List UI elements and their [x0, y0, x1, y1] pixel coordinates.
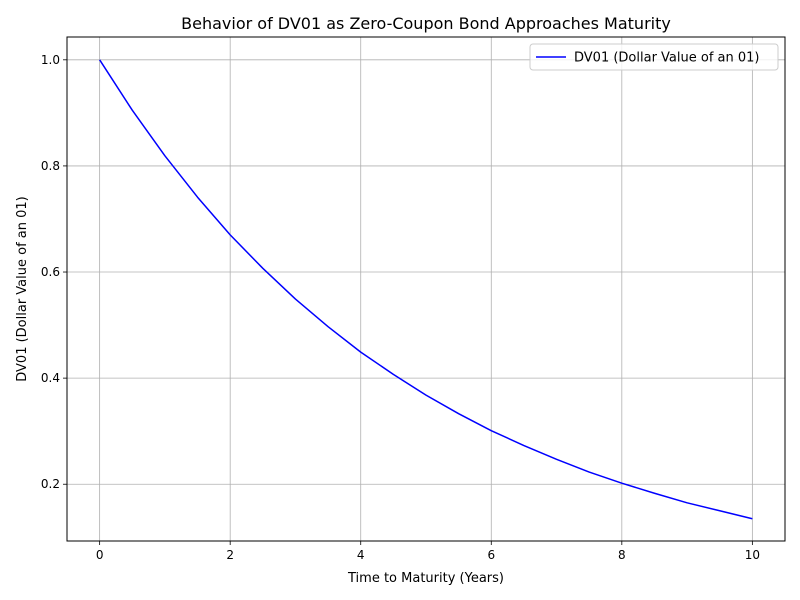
plot-series [99, 59, 753, 520]
x-tick-label: 0 [96, 548, 104, 562]
plot-frame [66, 36, 786, 542]
y-axis-ticks: 0.2 0.4 0.6 0.8 1.0 [41, 53, 67, 491]
x-tick-label: 10 [745, 548, 760, 562]
y-axis-label: DV01 (Dollar Value of an 01) [15, 196, 30, 382]
x-tick-label: 2 [226, 548, 234, 562]
legend: DV01 (Dollar Value of an 01) [529, 43, 779, 71]
y-tick-label: 0.6 [41, 265, 60, 279]
legend-label: DV01 (Dollar Value of an 01) [574, 51, 760, 66]
x-tick-label: 6 [487, 548, 495, 562]
dv01-series-line [99, 59, 753, 520]
legend-box [529, 43, 779, 71]
x-axis-ticks: 0 2 4 6 8 10 [96, 541, 760, 562]
y-tick-label: 0.8 [41, 159, 60, 173]
x-axis-label: Time to Maturity (Years) [347, 571, 504, 586]
x-tick-label: 4 [357, 548, 365, 562]
y-tick-label: 1.0 [41, 53, 60, 67]
y-tick-label: 0.2 [41, 477, 60, 491]
chart-title: Behavior of DV01 as Zero-Coupon Bond App… [181, 14, 671, 33]
x-tick-label: 8 [618, 548, 626, 562]
y-tick-label: 0.4 [41, 371, 60, 385]
